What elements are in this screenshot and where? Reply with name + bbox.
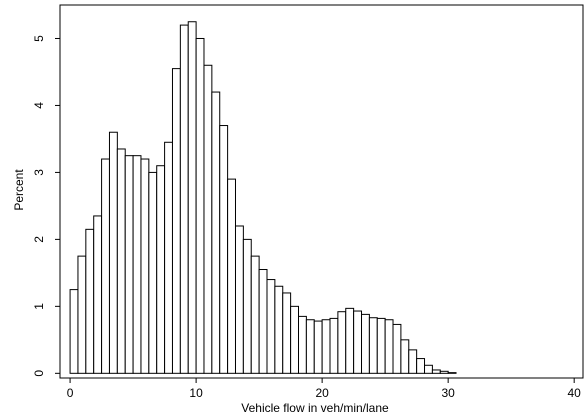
y-axis-label: Percent [12, 169, 26, 211]
bar [132, 155, 142, 374]
bar [101, 158, 110, 374]
bar [392, 323, 402, 374]
bar [298, 315, 307, 374]
bar [313, 320, 323, 374]
bar [345, 307, 355, 374]
bar [234, 225, 244, 374]
bar [376, 317, 386, 374]
bar [447, 372, 457, 374]
x-axis-label: Vehicle flow in veh/min/lane [241, 401, 389, 415]
y-tick-label: 1 [32, 303, 46, 310]
bar [274, 285, 284, 374]
bar [416, 358, 426, 374]
y-tick-label: 3 [32, 169, 46, 176]
bar [69, 289, 79, 374]
bar [164, 141, 173, 374]
bar [361, 313, 370, 374]
bar [337, 311, 347, 374]
x-tick-label: 0 [67, 386, 74, 400]
bar [124, 155, 134, 374]
y-tick-label: 2 [32, 236, 46, 243]
bar [408, 349, 418, 374]
bar [93, 215, 103, 374]
bar [400, 339, 410, 374]
bar [384, 319, 394, 374]
bar [329, 317, 339, 374]
bar [227, 178, 236, 374]
bar [242, 238, 252, 374]
bar [250, 255, 260, 374]
x-tick-label: 40 [567, 386, 581, 400]
bar [148, 171, 158, 374]
y-tick-label: 0 [32, 370, 46, 377]
bar [282, 292, 292, 374]
bar [431, 369, 441, 374]
bar [140, 158, 150, 374]
bar [439, 370, 449, 374]
bar [211, 91, 221, 374]
bar [353, 310, 363, 374]
bar [203, 64, 213, 374]
bar [258, 269, 268, 374]
bar [187, 21, 197, 374]
y-tick-label: 5 [32, 35, 46, 42]
bar [266, 279, 276, 374]
bar [195, 37, 205, 374]
bar [368, 317, 378, 374]
y-tick-label: 4 [32, 102, 46, 109]
bar [171, 68, 181, 374]
bar [321, 319, 331, 374]
x-tick-label: 20 [315, 386, 329, 400]
bar [108, 131, 118, 374]
bar [424, 364, 433, 374]
bar [290, 305, 300, 374]
bar [156, 165, 166, 374]
bar [116, 148, 126, 374]
x-tick-label: 30 [441, 386, 455, 400]
x-tick-label: 10 [189, 386, 203, 400]
bar [305, 319, 315, 374]
bar [77, 255, 87, 374]
bar [219, 125, 229, 374]
bar [85, 228, 95, 374]
plot-frame [59, 4, 584, 379]
bar [179, 24, 189, 374]
